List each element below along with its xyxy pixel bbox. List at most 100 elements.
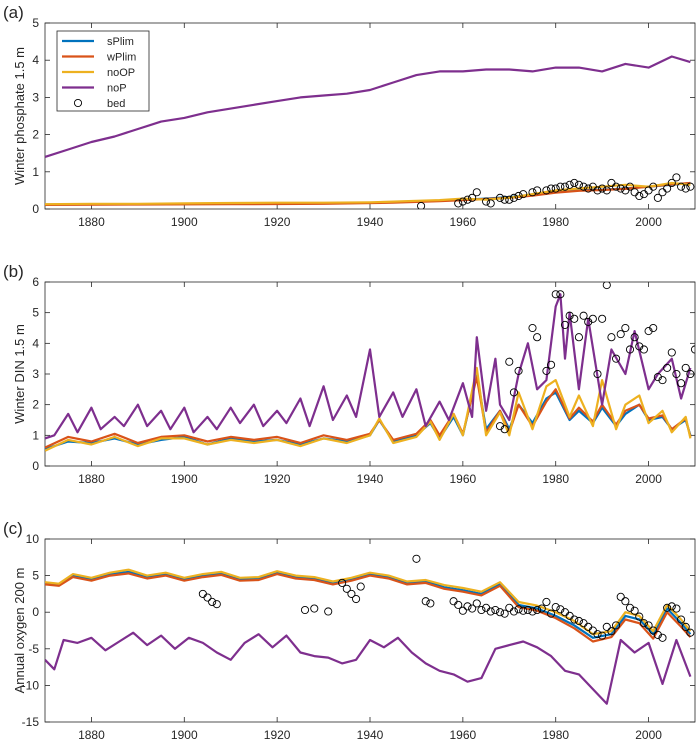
bed-marker xyxy=(621,597,630,606)
bed-marker xyxy=(495,193,505,202)
bed-marker xyxy=(505,195,514,204)
bed-marker xyxy=(639,619,648,628)
bed-marker xyxy=(472,599,481,608)
bed-marker xyxy=(528,607,537,616)
bed-marker xyxy=(644,621,653,630)
legend-label-noOP: noOP xyxy=(107,67,135,79)
series-line-noOP xyxy=(45,181,691,206)
bed-marker xyxy=(621,323,630,333)
bed-marker xyxy=(542,366,551,375)
bed-marker xyxy=(593,369,602,379)
y-axis-label: Winter DIN 1.5 m xyxy=(12,324,27,424)
bed-marker xyxy=(607,333,616,342)
bed-marker xyxy=(672,369,681,379)
bed-marker xyxy=(556,290,565,299)
bed-marker xyxy=(417,201,426,209)
bed-marker xyxy=(519,606,528,615)
bed-marker xyxy=(198,589,207,598)
bed-marker xyxy=(495,608,505,617)
bed-marker xyxy=(551,290,560,299)
y-tick-label: 5 xyxy=(32,16,39,30)
legend-label-sPlim: sPlim xyxy=(107,36,134,48)
y-tick-label: 10 xyxy=(26,532,40,546)
bed-marker xyxy=(458,197,467,206)
bed-marker xyxy=(449,597,458,606)
series-line-wPlim xyxy=(45,572,692,643)
bed-marker xyxy=(560,320,570,329)
y-tick-label: 2 xyxy=(32,398,39,412)
bed-marker xyxy=(602,282,611,290)
bed-marker xyxy=(519,190,528,199)
bed-marker xyxy=(533,333,542,342)
bed-marker xyxy=(514,366,523,375)
plot-area xyxy=(45,55,695,209)
bed-marker xyxy=(421,597,430,606)
bed-marker xyxy=(649,626,658,635)
bed-marker xyxy=(598,184,607,193)
bed-marker xyxy=(588,314,597,323)
bed-marker xyxy=(468,193,477,202)
bed-marker xyxy=(347,589,356,598)
x-tick-label: 1900 xyxy=(171,472,198,486)
plot-area xyxy=(45,282,695,452)
bed-marker xyxy=(584,184,593,193)
bed-marker xyxy=(454,600,463,609)
bed-marker xyxy=(509,388,518,397)
panel-b: 1880 1900 1920 1940 1960 1980 2000 0 1 2 3 4 5 6 Winte… xyxy=(3,262,696,486)
bed-marker xyxy=(547,360,556,369)
figure-panels: 1880 1900 1920 1940 1960 1980 2000 0 1 2 3 4 5 Winter… xyxy=(3,3,696,742)
bed-marker xyxy=(644,186,653,195)
x-tick-label: 1960 xyxy=(450,472,477,486)
bed-marker xyxy=(653,193,662,202)
bed-marker xyxy=(593,630,602,639)
bed-marker xyxy=(486,199,495,208)
bed-marker xyxy=(667,348,676,357)
legend-marker-bed xyxy=(73,98,83,108)
bed-marker xyxy=(607,627,616,636)
x-tick-label: 2000 xyxy=(635,215,662,229)
bed-marker xyxy=(528,188,537,197)
x-tick-label: 1940 xyxy=(357,472,384,486)
bed-marker xyxy=(463,602,472,611)
bed-marker xyxy=(653,630,662,639)
bed-marker xyxy=(570,615,579,624)
y-tick-label: 1 xyxy=(32,165,39,179)
bed-marker xyxy=(324,607,333,616)
y-tick-label: 6 xyxy=(32,275,39,289)
y-tick-label: 4 xyxy=(32,53,39,67)
bed-marker xyxy=(663,603,672,612)
bed-marker xyxy=(690,345,695,354)
bed-marker xyxy=(454,199,463,208)
bed-marker xyxy=(463,195,472,204)
bed-marker xyxy=(649,323,658,333)
bed-marker xyxy=(616,330,625,339)
bed-marker xyxy=(338,578,347,587)
bed-marker xyxy=(681,363,690,372)
bed-marker xyxy=(602,186,611,195)
bed-marker xyxy=(658,376,667,385)
x-tick-label: 1960 xyxy=(450,215,477,229)
bed-marker xyxy=(551,603,560,612)
x-tick-label: 1880 xyxy=(78,728,105,742)
y-tick-label: -10 xyxy=(22,678,40,692)
series-line-sPlim xyxy=(45,570,692,639)
bed-marker xyxy=(658,633,667,642)
x-tick-label: 1880 xyxy=(78,215,105,229)
bed-marker xyxy=(602,622,611,631)
bed-marker xyxy=(514,605,523,614)
bed-marker xyxy=(677,615,686,624)
bed-marker xyxy=(528,323,537,333)
bed-marker xyxy=(598,631,607,640)
x-tick-label: 1900 xyxy=(171,215,198,229)
bed-marker xyxy=(352,594,361,604)
bed-marker xyxy=(547,609,556,618)
bed-marker xyxy=(639,190,648,199)
bed-marker xyxy=(547,184,556,193)
bed-marker xyxy=(491,605,500,615)
series-line-noP xyxy=(45,631,692,705)
panel-c: 1880 1900 1920 1940 1960 1980 2000 -15 -10 -5 0 5 10… xyxy=(3,519,696,742)
bed-marker xyxy=(500,609,509,618)
bed-marker xyxy=(667,602,676,611)
bed-marker xyxy=(482,197,491,206)
bed-marker xyxy=(560,182,570,191)
